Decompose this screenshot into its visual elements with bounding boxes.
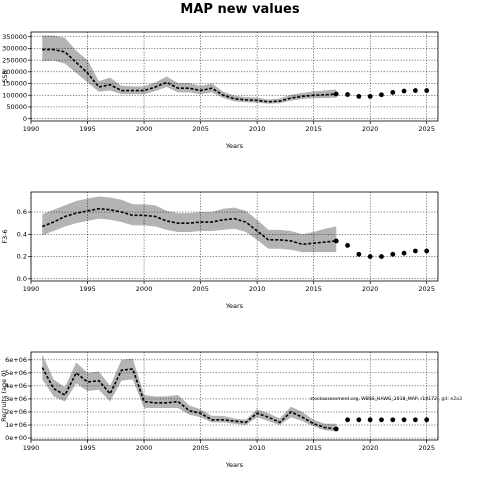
ssb-projection-point — [356, 94, 362, 99]
f-xtick-label: 2010 — [249, 285, 266, 293]
ssb-xtick-label: 2005 — [192, 125, 209, 133]
recruits-xtick-label: 2015 — [305, 444, 322, 452]
recruits-y-axis-label: Recruits (age 0) — [0, 370, 8, 422]
ssb-xtick-label: 1990 — [23, 125, 40, 133]
ssb-projection-point — [412, 88, 418, 93]
ssb-ytick-label: 0 — [23, 115, 27, 123]
ssb-estimate-line — [42, 48, 337, 103]
f-projection-point — [401, 250, 407, 256]
panel-ssb: 1990 1995 2000 2005 2010 2015 2020 2025 0 50000 10… — [1, 31, 439, 150]
ssb-ytick-label: 350000 — [2, 33, 27, 41]
ssb-axes-frame — [30, 31, 439, 122]
f-axes-frame — [30, 191, 439, 282]
recruits-ytick-label: 3e+06 — [5, 395, 27, 403]
f-xtick-label: 2005 — [192, 285, 209, 293]
f-xtick-label: 1990 — [23, 285, 40, 293]
f-ytick-label: 0.2 — [17, 253, 27, 261]
recruits-confidence-band — [42, 354, 337, 432]
recruits-projection-point — [367, 417, 373, 423]
recruits-ytick-label: 2e+06 — [5, 408, 27, 416]
f-projection-point — [379, 254, 384, 259]
ssb-xtick-label: 2010 — [249, 125, 266, 133]
ssb-projection-point — [424, 88, 430, 93]
recruits-xtick-label: 1995 — [79, 444, 96, 452]
f-y-axis-label: F3-6 — [1, 229, 9, 243]
ssb-projection-point — [390, 90, 396, 95]
ssb-xtick-label: 2015 — [305, 125, 322, 133]
recruits-axes-frame — [30, 351, 439, 441]
ssb-xtick-label: 2025 — [418, 125, 435, 133]
f-confidence-band — [42, 196, 337, 253]
ssb-y-axis-label: SSB — [1, 70, 9, 83]
recruits-ytick-label: 4e+06 — [5, 382, 27, 390]
recruits-xtick-label: 2025 — [418, 444, 435, 452]
recruits-xtick-label: 2010 — [249, 444, 266, 452]
recruits-projection-point — [356, 417, 362, 423]
recruits-ytick-label: 1e+06 — [5, 421, 27, 429]
ssb-projection-point — [401, 88, 407, 94]
f-projection-point — [345, 243, 350, 248]
recruits-xtick-label: 2005 — [192, 444, 209, 452]
recruits-xtick-label: 2020 — [362, 444, 379, 452]
f-projection-point — [424, 248, 430, 254]
ssb-ytick-label: 150000 — [2, 80, 27, 88]
ssb-xtick-label: 2020 — [362, 125, 379, 133]
f-xtick-label: 2020 — [362, 285, 379, 293]
panel-f: 1990 1995 2000 2005 2010 2015 2020 2025 0.0 0.2 0.… — [1, 191, 439, 310]
ssb-ytick-label: 300000 — [2, 45, 27, 53]
recruits-projection-point — [424, 417, 430, 423]
f-ytick-label: 0.0 — [17, 275, 27, 283]
ssb-projection-point — [367, 94, 373, 99]
ssb-projection-point — [333, 91, 339, 97]
f-ytick-label: 0.4 — [17, 230, 27, 238]
f-estimate-line — [42, 207, 337, 246]
ssb-ytick-label: 250000 — [2, 56, 27, 64]
recruits-ytick-label: 6e+06 — [5, 356, 27, 364]
f-xtick-label: 1995 — [79, 285, 96, 293]
recruits-projection-point — [412, 417, 418, 423]
ssb-confidence-band — [42, 35, 337, 104]
watermark-note: stockassessment.org, WBSS_HAWG_2018_MAP,… — [310, 396, 462, 402]
ssb-x-axis-label: Years — [225, 142, 244, 150]
ssb-projection-point — [345, 92, 350, 97]
f-projection-point — [356, 251, 362, 257]
f-projection-point — [333, 238, 339, 244]
f-projection-point — [367, 254, 373, 259]
panel-recruits: 1990 1995 2000 2005 2010 2015 2020 2025 0e+00 1e+… — [0, 351, 439, 469]
ssb-projection-point — [379, 92, 384, 98]
recruits-projection-point — [379, 417, 384, 423]
f-ytick-label: 0.6 — [17, 208, 27, 216]
recruits-ytick-label: 5e+06 — [5, 369, 27, 377]
recruits-projection-point — [333, 426, 339, 432]
f-projection-point — [412, 248, 418, 254]
ssb-ytick-label: 50000 — [6, 103, 27, 111]
ssb-xtick-label: 1995 — [79, 125, 96, 133]
f-xtick-label: 2025 — [418, 285, 435, 293]
ssb-xtick-label: 2000 — [136, 125, 153, 133]
ssb-ytick-label: 100000 — [2, 91, 27, 99]
recruits-projection-point — [345, 417, 350, 423]
f-xtick-label: 2000 — [136, 285, 153, 293]
recruits-x-axis-label: Years — [225, 461, 244, 469]
f-xtick-label: 2015 — [305, 285, 322, 293]
f-projection-point — [390, 251, 396, 257]
recruits-estimate-line — [41, 367, 337, 430]
f-x-axis-label: Years — [225, 302, 244, 310]
recruits-projection-point — [401, 417, 407, 423]
figure-title: MAP new values — [180, 2, 299, 17]
recruits-projection-point — [390, 417, 396, 423]
ssb-ytick-label: 200000 — [2, 68, 27, 76]
recruits-xtick-label: 2000 — [136, 444, 153, 452]
recruits-ytick-label: 0e+00 — [5, 434, 27, 442]
recruits-xtick-label: 1990 — [23, 444, 40, 452]
